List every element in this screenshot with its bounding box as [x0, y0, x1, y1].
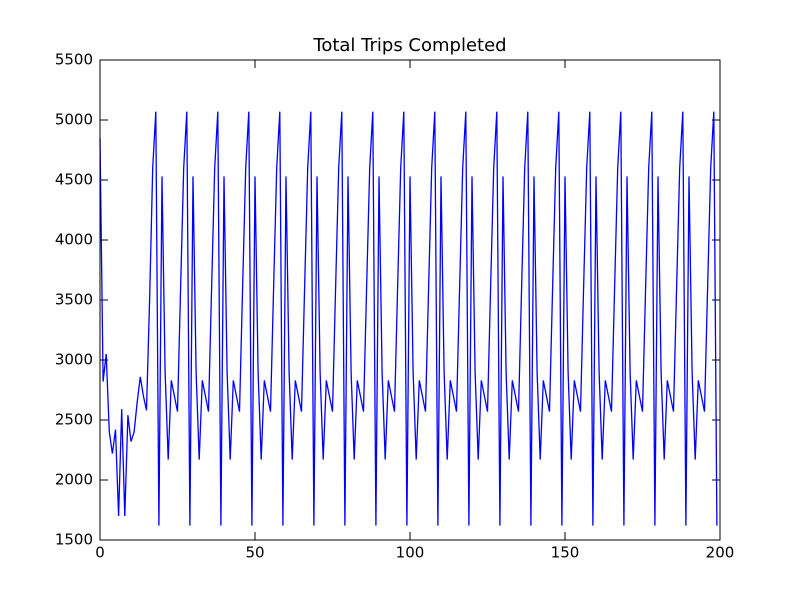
y-tick-label: 1500 [55, 531, 93, 549]
y-tick-label: 5000 [55, 111, 93, 129]
y-tick-label: 2500 [55, 411, 93, 429]
y-tick-label: 3500 [55, 291, 93, 309]
x-tick-label: 200 [706, 544, 735, 562]
y-tick-label: 3000 [55, 351, 93, 369]
data-line [99, 111, 718, 526]
y-tick-label: 2000 [55, 471, 93, 489]
y-tick-label: 4000 [55, 231, 93, 249]
y-tick-label: 4500 [55, 171, 93, 189]
x-tick-label: 50 [245, 544, 264, 562]
chart-title: Total Trips Completed [312, 35, 506, 56]
x-tick-label: 150 [551, 544, 580, 562]
y-tick-label: 5500 [55, 51, 93, 69]
x-tick-label: 100 [396, 544, 425, 562]
plot-frame [99, 59, 721, 541]
x-tick-label: 0 [95, 544, 105, 562]
